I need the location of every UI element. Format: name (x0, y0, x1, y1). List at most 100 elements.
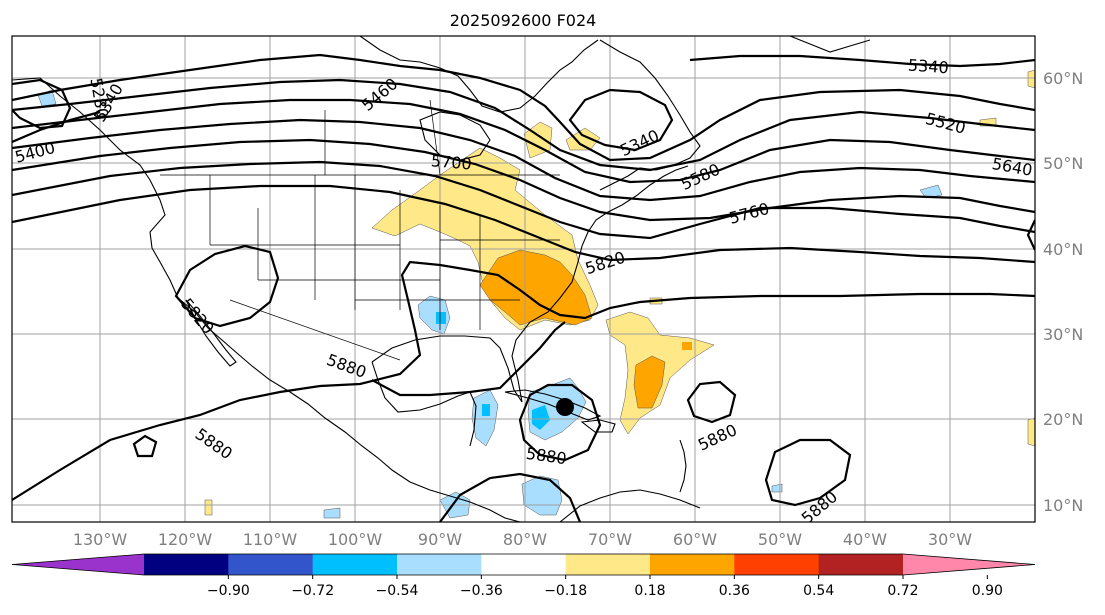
coastline-greenland (789, 36, 871, 53)
contour-5340-low (568, 88, 674, 152)
contour-5880-atlantic-small (686, 380, 737, 424)
latitude-label: 40°N (1043, 240, 1083, 259)
contour-5280-alaska (12, 78, 72, 130)
contour-5880-central-america (439, 472, 582, 522)
latitude-labels: 60°N 50°N 40°N 30°N 20°N 10°N (1043, 69, 1083, 515)
colorbar-swatch (734, 554, 820, 575)
coastline-canada-north (359, 36, 599, 113)
colorbar-swatch (144, 554, 229, 575)
map-frame (11, 35, 1036, 523)
coastline-cuba (504, 389, 602, 421)
contour-5820-west-high (174, 244, 280, 328)
colorbar-swatch (228, 554, 314, 575)
contour-5820-north (12, 184, 1035, 264)
colorbar-tick-label: 0.18 (634, 583, 665, 599)
positive-anomaly-east-coast (479, 249, 593, 326)
negative-anomaly-north-atlantic (919, 184, 943, 199)
contour-label: 5340 (907, 55, 949, 77)
colorbar-tick-label: −0.90 (207, 583, 250, 599)
map-panel: 5340 5340 5520 5640 5460 5400 5280 5340 … (12, 36, 1035, 522)
negative-anomaly-yucatan-core (482, 404, 490, 416)
longitude-label: 120°W (158, 530, 213, 549)
longitude-label: 70°W (588, 530, 632, 549)
colorbar-outline (11, 553, 1036, 576)
longitude-label: 40°W (843, 530, 887, 549)
contour-5700 (12, 138, 1035, 222)
contour-label: 5700 (430, 151, 472, 173)
map-title: 2025092600 F024 (450, 11, 597, 30)
coastline-hudson (419, 111, 491, 161)
storm-center-dot (556, 398, 574, 416)
longitude-label: 100°W (328, 530, 383, 549)
coastline-baja (185, 299, 237, 367)
colorbar (11, 553, 1036, 576)
height-contours (12, 53, 1035, 522)
contour-5880-inner (371, 321, 566, 397)
longitude-label: 130°W (73, 530, 128, 549)
latitude-label: 50°N (1043, 154, 1083, 173)
contour-5760 (12, 160, 1035, 240)
colorbar-swatch (565, 554, 651, 575)
colorbar-tick-label: 0.36 (719, 583, 750, 599)
colorbar-tick-labels: −0.90 −0.72 −0.54 −0.36 −0.18 0.18 0.36 0.54 0.7… (207, 575, 1003, 599)
colorbar-extend-high (903, 554, 1035, 575)
colorbar-tick-label: −0.18 (544, 583, 587, 599)
colorbar-tick-label: 0.54 (803, 583, 834, 599)
colorbar-tick-label: −0.54 (376, 583, 419, 599)
latitude-label: 10°N (1043, 496, 1083, 515)
colorbar-swatch (397, 554, 482, 575)
colorbar-tick-label: −0.72 (291, 583, 334, 599)
coastline-north-america (12, 77, 521, 522)
positive-anomaly-small-c (1027, 69, 1035, 89)
longitude-label: 110°W (243, 530, 298, 549)
colorbar-swatch (818, 554, 904, 575)
positive-anomaly-atlantic-core (633, 355, 666, 409)
contour-5880-main (12, 260, 1035, 501)
positive-anomaly-labrador (565, 127, 601, 151)
coastline-hispaniola (580, 419, 616, 433)
colorbar-extend-low (12, 554, 144, 575)
colorbar-tick-label: 0.72 (887, 583, 918, 599)
positive-anomaly-small-d (1027, 417, 1035, 447)
positive-anomaly-small-f (204, 499, 213, 516)
contour-5460 (12, 53, 1035, 162)
contour-5400-alaska (12, 110, 101, 144)
negative-anomaly-gulf (417, 295, 451, 335)
colorbar-swatch (481, 554, 567, 575)
negative-anomaly-small-a (323, 507, 341, 519)
longitude-labels: 130°W 120°W 110°W 100°W 90°W 80°W 70°W 6… (73, 530, 972, 549)
longitude-label: 50°W (758, 530, 802, 549)
positive-anomaly-small-a (682, 342, 692, 350)
longitude-label: 90°W (418, 530, 462, 549)
contour-5340-north (689, 54, 1035, 68)
longitude-label: 60°W (673, 530, 717, 549)
state-borders (160, 99, 560, 361)
coastline-gulf (371, 165, 689, 403)
contour-5880-cuba (518, 383, 602, 462)
colorbar-tick-label: 0.90 (972, 583, 1003, 599)
contour-5580 (12, 98, 1035, 184)
negative-anomaly-yucatan (471, 389, 499, 447)
latitude-label: 60°N (1043, 69, 1083, 88)
coastlines (12, 36, 871, 522)
coastline-labrador (599, 39, 701, 191)
negative-anomaly-gulf-core (436, 312, 446, 324)
anomaly-shading (37, 69, 1035, 519)
colorbar-tick-label: −0.36 (460, 583, 503, 599)
coastline-south-america (559, 489, 701, 522)
contour-5880-east-atlantic (764, 438, 852, 507)
negative-anomaly-cuba-core (532, 405, 550, 430)
coastline-yucatan (371, 361, 477, 447)
contour-5700-east-low (1026, 219, 1035, 251)
colorbar-swatch (650, 554, 735, 575)
coastline-lesser-antilles (679, 439, 687, 493)
colorbar-swatch (312, 554, 398, 575)
latitude-label: 30°N (1043, 325, 1083, 344)
latitude-label: 20°N (1043, 410, 1083, 429)
longitude-label: 80°W (503, 530, 547, 549)
longitude-label: 30°W (928, 530, 972, 549)
contour-5880-pacific-small (132, 434, 158, 458)
contour-5640 (12, 118, 1035, 202)
contour-5520 (12, 78, 1035, 172)
